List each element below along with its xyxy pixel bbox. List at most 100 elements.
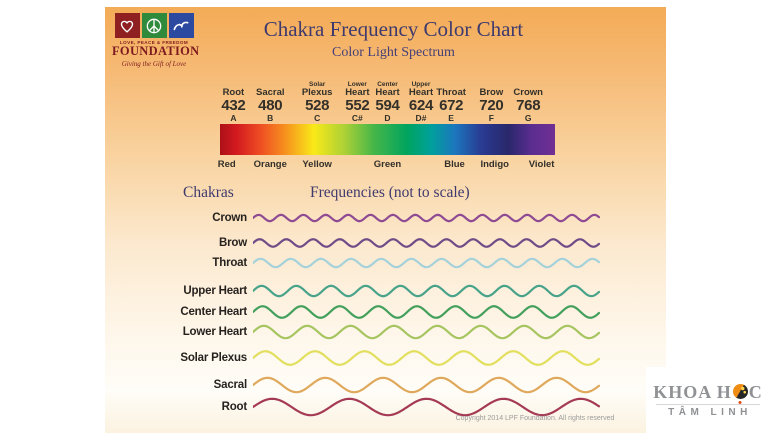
wave-label-brow: Brow	[219, 237, 247, 249]
watermark-title-right: C	[748, 381, 763, 402]
spectrum-bar	[220, 124, 555, 155]
note-name: Heart	[408, 87, 434, 99]
color-label-red: Red	[217, 159, 236, 170]
wave-row-solar-plexus: Solar Plexus	[105, 346, 605, 370]
note-frequency: 672	[439, 97, 464, 115]
wave-label-lower-heart: Lower Heart	[182, 326, 247, 338]
note-name: Root	[222, 87, 245, 99]
note-name: Heart	[375, 87, 400, 99]
wave-line-throat	[253, 257, 600, 269]
note-frequency: 720	[479, 97, 504, 115]
watermark-title: KHOA H C	[653, 381, 763, 404]
frequencies-heading: Frequencies (not to scale)	[310, 184, 470, 201]
note-frequency: 768	[516, 97, 541, 115]
wave-label-sacral: Sacral	[213, 379, 248, 391]
note-frequency: 528	[305, 97, 330, 115]
note-letter: C#	[351, 113, 363, 124]
wave-row-upper-heart: Upper Heart	[105, 279, 605, 303]
note-letter: A	[230, 113, 237, 124]
note-column-solar-plexus: Solar Plexus 528 C	[301, 80, 333, 124]
note-name-top: Solar	[309, 80, 326, 88]
wave-row-throat: Throat	[105, 251, 605, 275]
color-label-indigo: Indigo	[480, 159, 509, 170]
watermark-logo: KHOA H C TÂM LINH	[646, 367, 770, 433]
chakras-heading: Chakras	[183, 184, 234, 201]
foundation-logo: LOVE, PEACE & FREEDOM FOUNDATION Giving …	[112, 13, 200, 68]
wave-line-sacral	[253, 376, 600, 394]
doves-icon	[168, 13, 194, 38]
note-frequency: 624	[408, 97, 434, 115]
watermark-subtitle: TÂM LINH	[656, 403, 760, 418]
wave-line-lower-heart	[253, 324, 600, 340]
chart-panel: LOVE, PEACE & FREEDOM FOUNDATION Giving …	[105, 7, 666, 433]
note-name: Crown	[513, 87, 543, 99]
note-column-throat: Throat 672 E	[436, 88, 466, 123]
note-name: Heart	[345, 87, 370, 99]
wave-line-center-heart	[253, 305, 600, 319]
note-column-root: Root 432 A	[221, 88, 245, 123]
spectrum-notes: Root 432 A Sacral 480 B Solar Plexus 528 C Lower He…	[220, 74, 555, 123]
wave-line-upper-heart	[253, 284, 600, 298]
wave-label-root: Root	[221, 401, 248, 413]
letter-dot	[738, 401, 742, 404]
note-name-top: Upper	[411, 80, 431, 88]
color-label-orange: Orange	[253, 159, 287, 170]
wave-row-root: Root	[105, 395, 605, 419]
note-name-top: Center	[377, 80, 398, 88]
wave-line-solar-plexus	[253, 350, 600, 366]
wave-line-root	[253, 397, 600, 417]
logo-org-name: LOVE, PEACE & FREEDOM	[119, 40, 189, 45]
note-name-top: Lower	[347, 80, 367, 88]
note-column-upper-heart: Upper Heart 624 D#	[408, 80, 434, 124]
note-column-crown: Crown 768 G	[513, 88, 543, 123]
note-name: Plexus	[301, 87, 333, 99]
wave-line-brow	[253, 238, 600, 248]
watermark-title-left: KHOA H	[653, 381, 732, 402]
wave-label-throat: Throat	[212, 257, 247, 269]
note-letter: B	[267, 113, 274, 124]
wave-row-lower-heart: Lower Heart	[105, 320, 605, 344]
peace-icon	[141, 13, 167, 38]
wave-row-sacral: Sacral	[105, 373, 605, 397]
wave-label-crown: Crown	[212, 212, 247, 224]
note-letter: D	[384, 113, 391, 124]
globe-sphere-icon	[732, 384, 748, 404]
note-frequency: 480	[258, 97, 283, 115]
color-label-yellow: Yellow	[302, 159, 332, 170]
wave-line-crown	[253, 213, 600, 223]
note-name: Sacral	[255, 87, 285, 99]
logo-foundation-text: FOUNDATION	[112, 44, 200, 58]
note-name: Throat	[436, 87, 466, 99]
wave-label-upper-heart: Upper Heart	[183, 285, 247, 297]
note-column-lower-heart: Lower Heart 552 C#	[345, 80, 370, 124]
color-label-violet: Violet	[528, 159, 555, 170]
note-frequency: 552	[345, 97, 370, 115]
spectrum-color-labels: Red Orange Yellow Green Blue Indigo Violet	[217, 159, 555, 173]
wave-label-center-heart: Center Heart	[180, 306, 247, 318]
wave-row-crown: Crown	[105, 206, 605, 230]
note-letter: E	[448, 113, 454, 124]
logo-tagline: Giving the Gift of Love	[121, 59, 187, 68]
note-letter: F	[488, 113, 494, 124]
spectrum-section: Root 432 A Sacral 480 B Solar Plexus 528 C Lower He…	[217, 74, 555, 173]
note-column-brow: Brow 720 F	[479, 88, 503, 123]
wave-label-solar-plexus: Solar Plexus	[180, 352, 247, 364]
logo-squares	[112, 13, 196, 38]
note-letter: D#	[415, 113, 427, 124]
note-frequency: 594	[375, 97, 400, 115]
copyright-text: Copyright 2014 LPF Foundation. All right…	[455, 415, 615, 422]
page-subtitle: Color Light Spectrum	[332, 45, 455, 60]
color-label-green: Green	[373, 159, 402, 170]
wave-row-center-heart: Center Heart	[105, 300, 605, 324]
note-frequency: 432	[221, 97, 246, 115]
note-column-sacral: Sacral 480 B	[256, 88, 285, 123]
note-name: Brow	[479, 87, 504, 99]
page-title: Chakra Frequency Color Chart	[263, 17, 524, 41]
note-column-center-heart: Center Heart 594 D	[375, 80, 400, 124]
heart-icon	[114, 13, 140, 38]
color-label-blue: Blue	[444, 159, 465, 170]
wave-row-brow: Brow	[105, 231, 605, 255]
note-letter: G	[524, 113, 532, 124]
note-letter: C	[314, 113, 321, 124]
